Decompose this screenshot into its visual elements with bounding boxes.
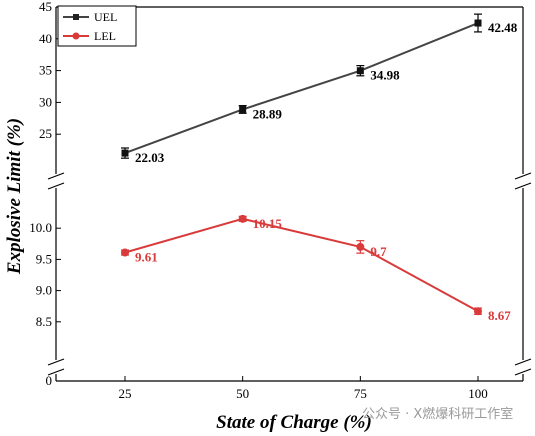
y-axis-title: Explosive Limit (%) — [4, 118, 25, 275]
data-point-uel — [356, 67, 364, 75]
x-tick-label: 75 — [354, 386, 367, 401]
data-point-uel — [121, 149, 129, 157]
axis-break-mark — [47, 172, 65, 180]
watermark-text: 公众号 · X燃爆科研工作室 — [362, 406, 513, 422]
axis-break-mark — [514, 358, 532, 366]
y-tick-label: 9.0 — [36, 283, 52, 298]
data-label-uel: 22.03 — [135, 150, 165, 165]
ticks: 25 30 35 40 45 8.5 9.0 9.5 10.0 0 25 50 75 100 — [29, 0, 488, 401]
x-tick-label: 100 — [468, 386, 488, 401]
data-labels: 22.03 28.89 34.98 42.48 9.61 10.15 9.7 8.67 — [135, 20, 518, 323]
data-point-uel — [239, 105, 247, 113]
axis-break-mark — [514, 368, 532, 376]
data-label-lel: 10.15 — [253, 216, 283, 231]
data-label-uel: 34.98 — [370, 68, 400, 83]
legend-box — [57, 5, 137, 47]
data-label-uel: 28.89 — [253, 106, 283, 121]
data-point-uel — [474, 19, 482, 27]
y-tick-label: 30 — [39, 94, 52, 109]
x-tick-label: 50 — [236, 386, 249, 401]
y-tick-label: 8.5 — [36, 314, 52, 329]
legend-lel-marker — [72, 32, 80, 40]
y-tick-label: 25 — [39, 126, 52, 141]
axis-break-mark — [514, 172, 532, 180]
x-tick-label: 25 — [119, 386, 132, 401]
axis-break-mark — [47, 358, 65, 366]
series — [121, 13, 482, 316]
axis-break-mark — [47, 368, 65, 376]
legend-lel-label: LEL — [94, 29, 116, 43]
y-tick-label: 10.0 — [29, 220, 52, 235]
data-point-lel — [356, 242, 365, 251]
series-line-uel — [124, 22, 479, 155]
axis-break-mark — [514, 182, 532, 190]
legend-uel-label: UEL — [94, 10, 117, 24]
y-tick-label: 9.5 — [36, 251, 52, 266]
y-tick-label: 40 — [39, 31, 52, 46]
axes — [47, 6, 532, 382]
data-point-lel — [238, 214, 247, 223]
data-point-lel — [474, 307, 482, 316]
y-tick-label: 45 — [39, 0, 52, 14]
data-label-lel: 9.61 — [135, 250, 158, 265]
data-point-lel — [121, 248, 129, 257]
axis-break-mark — [47, 182, 65, 190]
x-axis-title: State of Charge (%) — [216, 412, 372, 433]
data-label-uel: 42.48 — [488, 20, 518, 35]
y-tick-label: 35 — [39, 63, 52, 78]
data-label-lel: 8.67 — [488, 308, 511, 323]
y-tick-label: 0 — [46, 373, 53, 388]
legend: UEL LEL — [57, 5, 137, 47]
data-label-lel: 9.7 — [370, 244, 387, 259]
series-line-lel — [124, 217, 479, 313]
legend-uel-marker — [73, 14, 79, 20]
